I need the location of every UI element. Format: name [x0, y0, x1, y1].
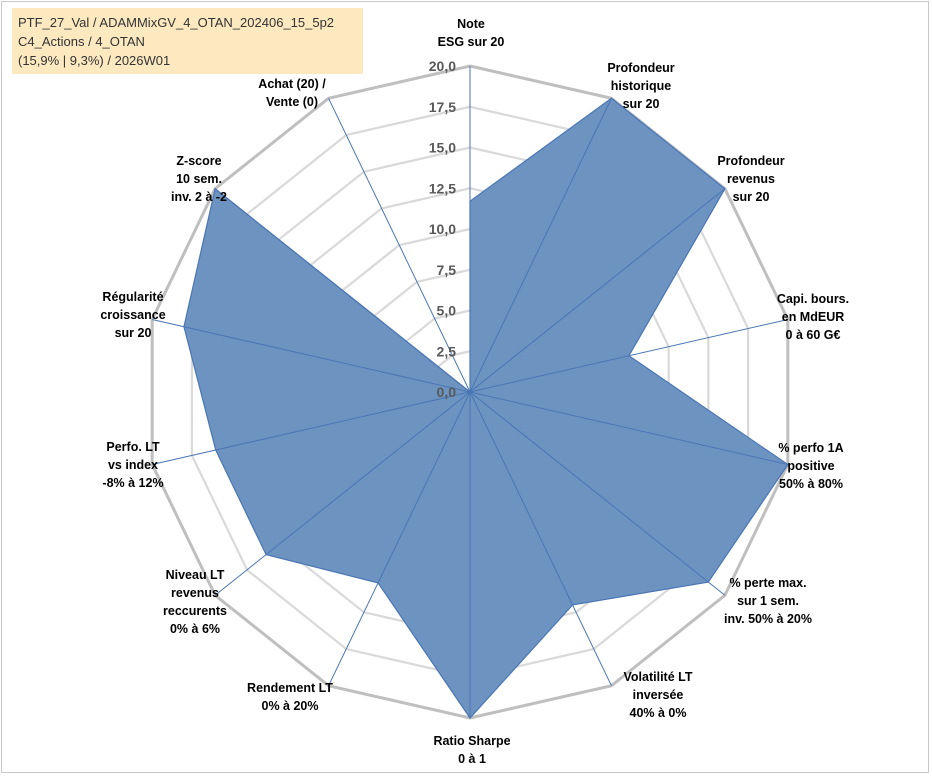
category-label-line: Profondeur	[717, 154, 784, 168]
category-label-line: Note	[457, 17, 485, 31]
tick-label: 10,0	[429, 221, 456, 237]
axis-spoke	[328, 391, 471, 686]
category-label-line: 0 à 1	[458, 752, 486, 766]
category-label-line: ESG sur 20	[438, 35, 505, 49]
axis-spoke	[214, 188, 471, 393]
category-label-line: inv. 2 à -2	[171, 190, 227, 204]
category-label-line: en MdEUR	[782, 310, 845, 324]
category-label: % perfo 1A positive 50% à 80%	[778, 441, 843, 491]
axis-spoke	[328, 98, 471, 393]
category-label-line: Capi. bours.	[777, 292, 849, 306]
category-label-line: Z-score	[176, 154, 221, 168]
category-label-line: Volatilité LT	[624, 670, 693, 684]
category-label: Ratio Sharpe 0 à 1	[433, 734, 510, 766]
info-line-1: PTF_27_Val / ADAMMixGV_4_OTAN_202406_15_…	[18, 15, 335, 30]
category-label: % perte max. sur 1 sem. inv. 50% à 20%	[724, 576, 812, 626]
category-label: Profondeur historique sur 20	[607, 61, 674, 111]
category-label-line: % perte max.	[729, 576, 806, 590]
tick-label: 5,0	[437, 303, 457, 319]
category-label: Niveau LT revenus reccurents 0% à 6%	[163, 568, 227, 636]
category-label-line: sur 1 sem.	[737, 594, 799, 608]
category-label-line: 0% à 20%	[262, 699, 319, 713]
info-line-3: (15,9% | 9,3%) / 2026W01	[18, 53, 171, 68]
category-label-line: sur 20	[623, 97, 660, 111]
axis-spoke	[152, 391, 471, 466]
axis-spoke	[469, 391, 612, 686]
axis-spoke	[152, 318, 471, 393]
category-label-line: reccurents	[163, 604, 227, 618]
category-label-line: vs index	[108, 458, 158, 472]
category-label-line: 40% à 0%	[630, 706, 687, 720]
category-label-line: revenus	[727, 172, 775, 186]
axis-spoke	[469, 318, 788, 393]
tick-label: 15,0	[429, 140, 456, 156]
axis-spoke	[469, 391, 788, 466]
tick-label: 2,5	[437, 343, 457, 359]
category-label: Note ESG sur 20	[438, 17, 505, 49]
category-label-line: croissance	[100, 308, 165, 322]
tick-label: 0,0	[437, 384, 457, 400]
category-label-line: Rendement LT	[247, 681, 333, 695]
category-label-line: 0 à 60 G€	[786, 328, 841, 342]
axis-spoke	[214, 391, 471, 596]
axis-spoke	[469, 98, 612, 393]
category-label-line: Niveau LT	[166, 568, 225, 582]
category-label-line: % perfo 1A	[778, 441, 843, 455]
category-label-line: 50% à 80%	[779, 477, 843, 491]
category-label-line: Achat (20) /	[258, 77, 326, 91]
category-label-line: inversée	[633, 688, 684, 702]
category-label-line: historique	[611, 79, 671, 93]
axis-spoke	[469, 391, 726, 596]
category-label: Régularité croissance sur 20	[100, 290, 165, 340]
radial-tick-labels: 0,0 2,5 5,0 7,5 10,0 12,5 15,0 17,5 20,0	[429, 58, 456, 400]
category-labels: Note ESG sur 20 Profondeur historique sur 20…	[100, 17, 849, 766]
info-box: PTF_27_Val / ADAMMixGV_4_OTAN_202406_15_…	[12, 8, 363, 74]
axis-spoke	[469, 188, 726, 393]
category-label-line: sur 20	[733, 190, 770, 204]
category-label-line: inv. 50% à 20%	[724, 612, 812, 626]
radar-axes	[152, 66, 788, 718]
category-label: Z-score 10 sem. inv. 2 à -2	[171, 154, 227, 204]
category-label: Profondeur revenus sur 20	[717, 154, 784, 204]
category-label-line: Ratio Sharpe	[433, 734, 510, 748]
category-label-line: revenus	[171, 586, 219, 600]
category-label: Perfo. LT vs index -8% à 12%	[102, 440, 163, 490]
tick-label: 12,5	[429, 180, 456, 196]
category-label: Capi. bours. en MdEUR 0 à 60 G€	[777, 292, 849, 342]
category-label-line: Perfo. LT	[106, 440, 160, 454]
category-label: Rendement LT 0% à 20%	[247, 681, 333, 713]
category-label-line: Régularité	[102, 290, 163, 304]
category-label-line: 10 sem.	[176, 172, 222, 186]
category-label: Volatilité LT inversée 40% à 0%	[624, 670, 693, 720]
tick-label: 17,5	[429, 99, 456, 115]
category-label-line: sur 20	[115, 326, 152, 340]
category-label-line: positive	[787, 459, 834, 473]
category-label-line: Profondeur	[607, 61, 674, 75]
category-label-line: -8% à 12%	[102, 476, 163, 490]
tick-label: 20,0	[429, 58, 456, 74]
category-label-line: Vente (0)	[266, 95, 318, 109]
tick-label: 7,5	[437, 262, 457, 278]
category-label-line: 0% à 6%	[170, 622, 220, 636]
info-line-2: C4_Actions / 4_OTAN	[18, 34, 145, 49]
